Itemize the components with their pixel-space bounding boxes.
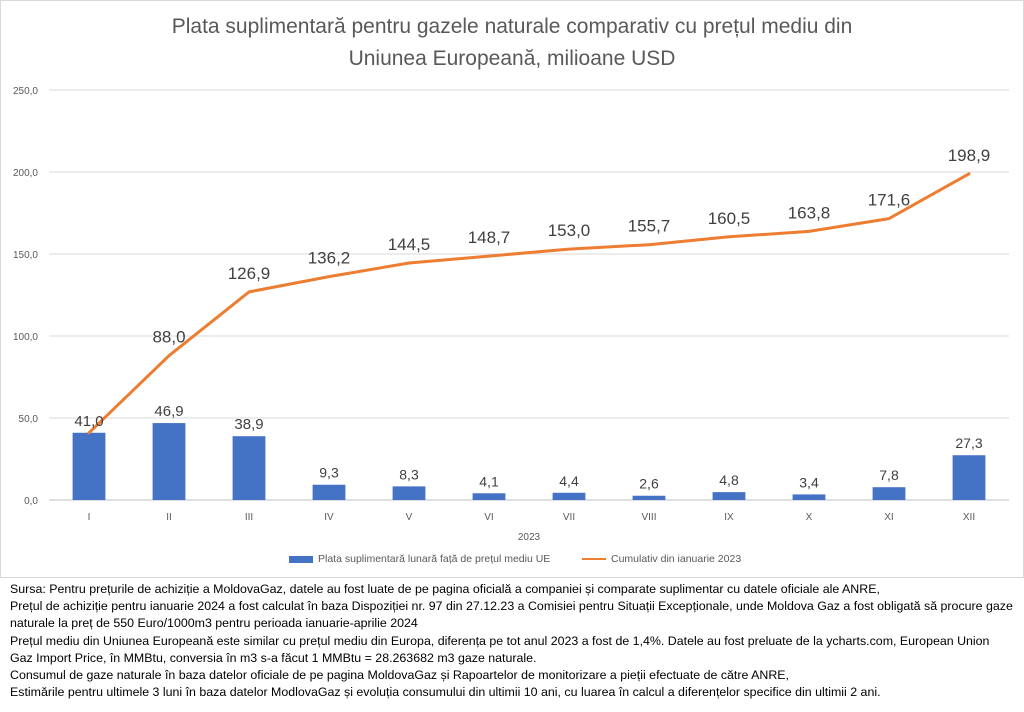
x-tick-label: IX [724, 512, 734, 523]
y-tick-label: 100,0 [13, 332, 38, 343]
note-line: Estimările pentru ultimele 3 luni în baz… [10, 685, 881, 700]
bar-data-label: 7,8 [879, 467, 899, 483]
chart-title-line-2: Uniunea Europeană, milioane USD [348, 47, 676, 70]
y-tick-label: 150,0 [13, 250, 38, 261]
bar-data-label: 38,9 [234, 416, 263, 433]
x-tick-label: II [166, 512, 172, 523]
x-tick-label: I [88, 512, 91, 523]
bar [712, 492, 746, 500]
chart-title-line-1: Plata suplimentară pentru gazele natural… [171, 15, 853, 38]
bar-data-label: 46,9 [154, 403, 183, 420]
bar [952, 455, 986, 500]
bar [392, 486, 426, 500]
chart-legend: Plata suplimentară lunară față de prețul… [1, 553, 1023, 569]
line-data-label: 144,5 [388, 235, 431, 254]
bar-data-label: 4,4 [559, 473, 579, 489]
note-line: Consumul de gaze naturale în baza datelo… [10, 668, 790, 683]
x-axis-title: 2023 [518, 532, 541, 543]
bar [792, 494, 826, 500]
chart-title: Plata suplimentară pentru gazele natural… [1, 11, 1023, 75]
x-tick-label: X [806, 512, 813, 523]
line-data-label: 163,8 [788, 203, 831, 222]
legend-label-bars: Plata suplimentară lunară față de prețul… [318, 553, 551, 565]
x-tick-label: IV [324, 512, 334, 523]
cumulative-line [87, 172, 971, 435]
x-tick-label: V [406, 512, 413, 523]
x-tick-label: XI [884, 512, 893, 523]
line-data-label: 136,2 [308, 249, 351, 268]
legend-label-line: Cumulativ din ianuarie 2023 [611, 553, 742, 565]
line-data-label: 198,9 [948, 146, 991, 165]
bar-data-label: 8,3 [399, 466, 419, 482]
bar [312, 484, 346, 500]
y-tick-label: 200,0 [13, 168, 38, 179]
x-tick-label: VII [563, 512, 575, 523]
legend-item-bars: Plata suplimentară lunară față de prețul… [289, 553, 550, 565]
note-line: Sursa: Pentru prețurile de achiziție a M… [10, 582, 880, 596]
line-data-label: 160,5 [708, 209, 751, 228]
bar [232, 436, 266, 500]
line-data-label: 155,7 [628, 217, 671, 236]
line-data-label: 153,0 [548, 221, 591, 240]
y-tick-label: 50,0 [19, 414, 39, 425]
source-notes: Sursa: Pentru prețurile de achiziție a M… [10, 581, 1015, 701]
legend-swatch-bars [289, 555, 313, 563]
bar-data-label: 27,3 [955, 435, 982, 451]
line-data-label: 171,6 [868, 191, 911, 210]
line-data-label: 148,7 [468, 228, 511, 247]
bar [152, 423, 186, 500]
bar [472, 493, 506, 500]
legend-item-line: Cumulativ din ianuarie 2023 [582, 553, 741, 565]
chart-frame: Plata suplimentară pentru gazele natural… [0, 0, 1024, 578]
x-tick-label: III [245, 512, 253, 523]
line-data-label: 126,9 [228, 264, 271, 283]
x-tick-label: VIII [641, 512, 656, 523]
bar-data-label: 41,0 [74, 413, 103, 430]
bar [632, 495, 666, 500]
bar-data-label: 4,1 [479, 473, 499, 489]
line-data-label: 88,0 [152, 328, 185, 347]
bar [72, 432, 106, 500]
note-line: Prețul mediu din Uniunea Europeană este … [10, 633, 990, 665]
x-tick-label: VI [484, 512, 493, 523]
x-tick-label: XII [963, 512, 975, 523]
bar-data-label: 2,6 [639, 476, 659, 492]
bar-data-label: 4,8 [719, 472, 739, 488]
note-line: Prețul de achiziție pentru ianuarie 2024… [10, 599, 1013, 631]
bar-data-label: 9,3 [319, 465, 339, 481]
bar-data-label: 3,4 [799, 474, 819, 490]
y-tick-label: 250,0 [13, 86, 38, 97]
y-tick-label: 0,0 [24, 496, 38, 507]
bar [552, 492, 586, 500]
legend-swatch-line [582, 558, 606, 560]
bar [872, 487, 906, 500]
